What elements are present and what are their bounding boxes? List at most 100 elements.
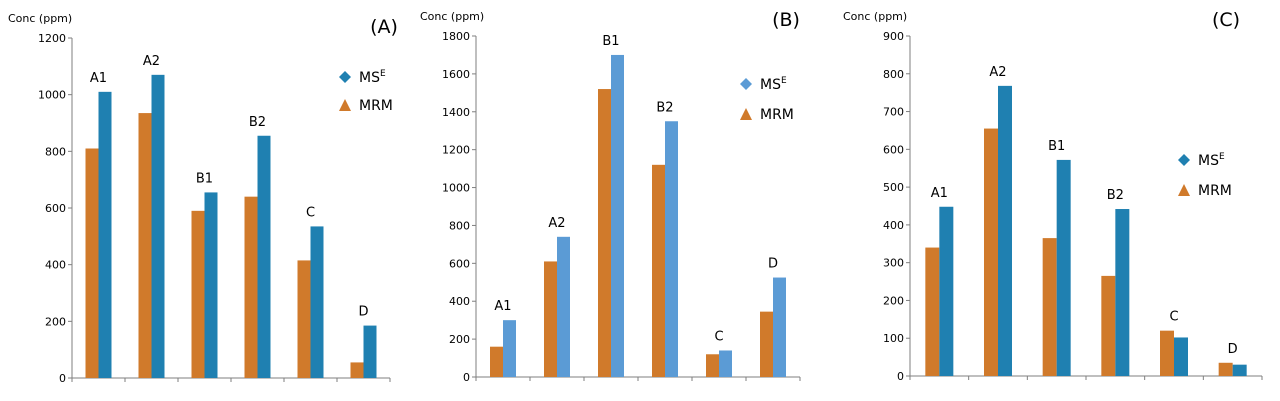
y-tick-label: 1600 xyxy=(442,68,470,81)
category-label: B1 xyxy=(602,34,619,49)
legend-label: MRM xyxy=(760,107,794,123)
legend-label: MSE xyxy=(359,69,386,86)
y-tick-label: 200 xyxy=(883,294,904,307)
y-tick-label: 700 xyxy=(883,106,904,119)
bar-mrm-b2 xyxy=(244,196,258,378)
legend-label: MSE xyxy=(760,76,787,93)
y-tick-label: 900 xyxy=(883,30,904,43)
y-tick-label: 1000 xyxy=(442,182,470,195)
bar-mse-d xyxy=(363,325,377,378)
chart-panel-1: Conc (ppm) (A) 0 200 400 600 800 1000 1200 A1 A2 B1… xyxy=(8,12,398,385)
panel-label: (C) xyxy=(1212,9,1240,31)
bar-mse-b2 xyxy=(257,135,271,378)
bar-mse-a1 xyxy=(503,320,516,377)
bar-mse-d xyxy=(1232,364,1247,376)
y-tick-label: 0 xyxy=(59,372,66,385)
bar-mse-c xyxy=(719,350,732,377)
bar-mrm-a1 xyxy=(85,148,99,378)
y-tick-label: 1800 xyxy=(442,30,470,43)
y-tick-label: 400 xyxy=(45,259,66,272)
legend-marker-diamond xyxy=(339,71,351,83)
bar-mrm-d xyxy=(350,362,364,378)
category-label: C xyxy=(1169,310,1178,325)
category-label: A1 xyxy=(90,71,107,86)
bar-mse-c xyxy=(1174,337,1188,376)
bar-mse-a2 xyxy=(998,85,1012,376)
bar-mrm-b1 xyxy=(598,89,611,378)
category-label: A2 xyxy=(548,216,565,231)
category-label: D xyxy=(768,257,778,272)
panel-label: (A) xyxy=(370,16,398,38)
y-tick-label: 200 xyxy=(449,333,470,346)
legend-label: MSE xyxy=(1198,152,1225,169)
category-label: B2 xyxy=(656,100,673,115)
legend-marker-triangle xyxy=(740,108,752,120)
bar-mrm-b1 xyxy=(1042,238,1057,376)
category-label: B1 xyxy=(1048,139,1065,154)
y-tick-label: 0 xyxy=(463,371,470,384)
bar-mse-a1 xyxy=(939,206,954,376)
bar-mrm-d xyxy=(760,311,773,377)
y-tick-label: 200 xyxy=(45,315,66,328)
bar-mse-a2 xyxy=(151,74,165,378)
y-tick-label: 1200 xyxy=(38,32,66,45)
y-axis-label: Conc (ppm) xyxy=(8,12,72,25)
y-tick-label: 400 xyxy=(883,219,904,232)
category-label: B2 xyxy=(249,115,266,130)
bar-mse-b2 xyxy=(1115,209,1130,376)
y-tick-label: 600 xyxy=(45,202,66,215)
bar-mse-d xyxy=(773,277,786,377)
y-tick-label: 300 xyxy=(883,257,904,270)
bar-mrm-c xyxy=(297,260,311,378)
bar-mse-b1 xyxy=(204,192,218,378)
category-label: B2 xyxy=(1107,188,1124,203)
y-tick-label: 100 xyxy=(883,332,904,345)
chart-panel-3: Conc (ppm) (C) 0 100 200 300 400 500 600 700 800 90… xyxy=(843,9,1263,383)
bar-mrm-b1 xyxy=(191,210,205,378)
y-tick-label: 1200 xyxy=(442,144,470,157)
bar-mrm-a2 xyxy=(984,128,998,376)
chart-panel-2: Conc (ppm) (B) 0 200 400 600 800 1000 1200 1400 16… xyxy=(420,9,801,384)
category-label: D xyxy=(1228,342,1238,357)
category-label: C xyxy=(714,329,723,344)
bar-mrm-a1 xyxy=(925,247,940,376)
bar-mrm-a1 xyxy=(490,346,503,377)
bar-mse-c xyxy=(310,226,324,378)
y-tick-label: 1400 xyxy=(442,106,470,119)
bar-mse-a2 xyxy=(557,236,570,377)
y-tick-label: 800 xyxy=(883,68,904,81)
y-tick-label: 800 xyxy=(45,145,66,158)
legend-label: MRM xyxy=(359,98,393,114)
bar-mrm-d xyxy=(1218,362,1233,376)
bar-mrm-c xyxy=(1160,330,1174,376)
bar-mse-b2 xyxy=(665,121,678,377)
bar-mrm-a2 xyxy=(138,113,152,378)
category-label: A2 xyxy=(143,54,160,69)
legend-marker-triangle xyxy=(1178,184,1190,196)
bar-mrm-a2 xyxy=(544,261,557,377)
y-tick-label: 500 xyxy=(883,181,904,194)
y-tick-label: 600 xyxy=(449,257,470,270)
bar-mrm-b2 xyxy=(1101,275,1116,376)
category-label: A1 xyxy=(494,299,511,314)
legend-marker-diamond xyxy=(740,78,752,90)
y-tick-label: 800 xyxy=(449,219,470,232)
y-tick-label: 0 xyxy=(897,370,904,383)
legend-marker-triangle xyxy=(339,99,351,111)
y-axis-label: Conc (ppm) xyxy=(420,10,484,23)
category-label: C xyxy=(306,205,315,220)
legend-label: MRM xyxy=(1198,183,1232,199)
category-label: D xyxy=(358,305,368,320)
y-tick-label: 600 xyxy=(883,143,904,156)
category-label: B1 xyxy=(196,171,213,186)
bar-mse-a1 xyxy=(98,91,112,378)
panel-label: (B) xyxy=(772,9,800,31)
legend-marker-diamond xyxy=(1178,154,1190,166)
bar-mrm-c xyxy=(706,354,719,377)
bar-mse-b1 xyxy=(611,54,624,377)
bar-mse-b1 xyxy=(1056,159,1071,376)
category-label: A2 xyxy=(989,65,1006,80)
bar-mrm-b2 xyxy=(652,164,665,377)
category-label: A1 xyxy=(931,186,948,201)
